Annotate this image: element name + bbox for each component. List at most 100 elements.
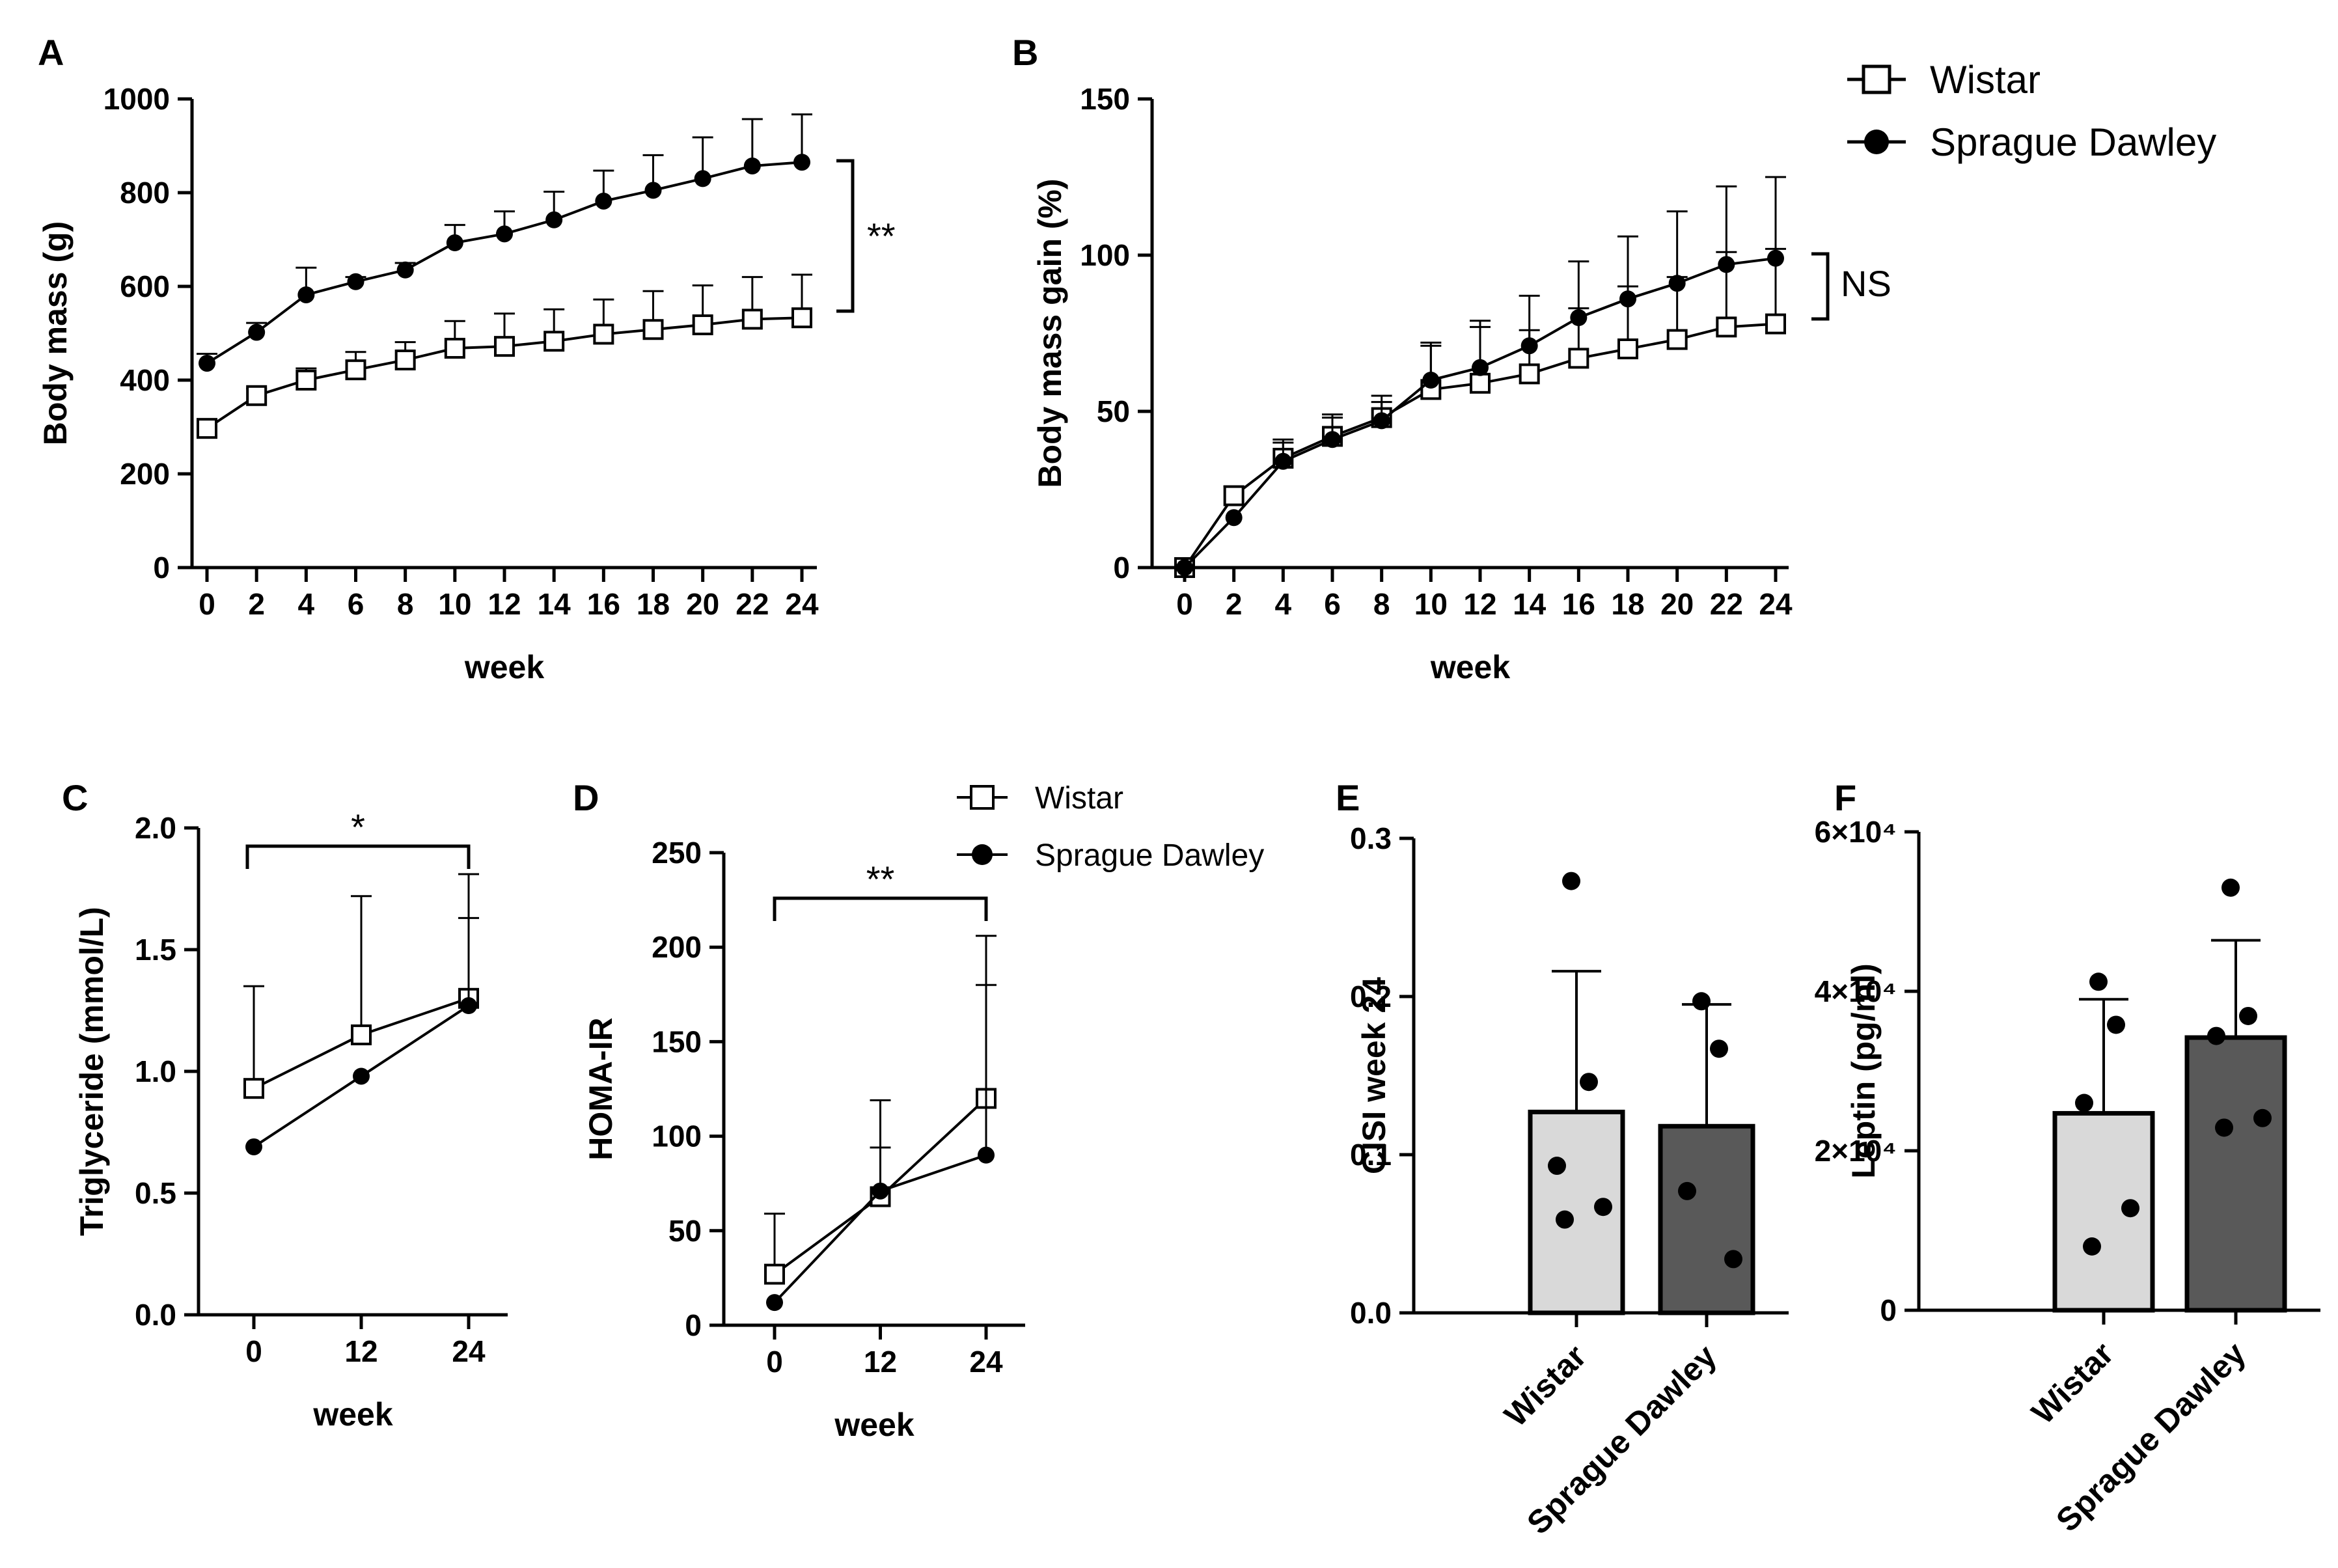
- legend-main-wistar-marker: [1862, 64, 1891, 94]
- chart-d-y-tick-label: 200: [652, 930, 702, 964]
- chart-e-bar-0-point: [1562, 872, 1580, 890]
- chart-c-x-tick-label: 12: [344, 1334, 378, 1368]
- chart-e-bar-1-point: [1724, 1250, 1742, 1269]
- panel-letter-a: A: [38, 32, 64, 73]
- panel-letter-e: E: [1336, 777, 1360, 818]
- chart-b-x-tick-label: 4: [1275, 587, 1292, 621]
- chart-a-y-tick-label: 400: [120, 363, 170, 397]
- chart-e-y-tick-label: 0.3: [1350, 821, 1392, 855]
- chart-f-bar-1-point: [2207, 1026, 2225, 1045]
- legend-small-sd-label: Sprague Dawley: [1035, 838, 1264, 873]
- chart-b-series-0-point: [1223, 485, 1245, 506]
- chart-a-series-0-point: [296, 370, 317, 391]
- chart-b-x-tick-label: 0: [1176, 587, 1193, 621]
- chart-a-x-tick-label: 14: [538, 587, 571, 621]
- chart-e-bar-0-point: [1556, 1210, 1574, 1229]
- chart-a-series-1-point: [644, 182, 662, 199]
- chart-a-x-tick-label: 24: [785, 587, 819, 621]
- chart-e-bar-1: [1658, 1123, 1755, 1315]
- chart-c-significance-label: *: [351, 806, 365, 847]
- chart-b-x-tick-label: 12: [1463, 587, 1496, 621]
- chart-d-significance-bracket: [773, 896, 988, 921]
- chart-b-significance-bracket: [1811, 252, 1830, 321]
- chart-a-x-tick-label: 22: [736, 587, 769, 621]
- chart-b-x-tick-label: 8: [1373, 587, 1390, 621]
- chart-b-y-tick-label: 50: [1097, 394, 1130, 428]
- legend-main-sd-label: Sprague Dawley: [1930, 120, 2216, 164]
- chart-a-series-1-point: [595, 192, 612, 210]
- chart-c-y-tick-label: 1.0: [135, 1054, 176, 1088]
- chart-b-significance-label: NS: [1841, 263, 1891, 304]
- chart-b-x-tick-label: 16: [1562, 587, 1595, 621]
- chart-a-y-tick-label: 1000: [103, 82, 170, 116]
- chart-a-x-tick-label: 6: [348, 587, 364, 621]
- chart-e-bar-0-point: [1594, 1198, 1612, 1217]
- chart-b-x-tick-label: 22: [1710, 587, 1743, 621]
- chart-a-series-0-point: [494, 336, 515, 357]
- chart-a-series-0-point: [394, 350, 416, 371]
- chart-f-bar-0-point: [2083, 1237, 2101, 1256]
- chart-b-series-0-point: [1666, 329, 1688, 350]
- chart-d-x-tick-label: 12: [864, 1345, 897, 1379]
- chart-b-x-tick-label: 14: [1513, 587, 1547, 621]
- chart-a-x-tick-label: 0: [199, 587, 215, 621]
- chart-e-bar-0-point: [1548, 1157, 1566, 1176]
- chart-b-x-tick-label: 20: [1660, 587, 1694, 621]
- chart-a-series-1-point: [446, 234, 463, 252]
- chart-c-triglyceride: 0.0 0.5 1.0 1.5 2.0 0 12 24 week Triglyceride (mm…: [74, 806, 508, 1433]
- chart-a-x-tick-label: 18: [637, 587, 670, 621]
- chart-a-series-1-point: [248, 323, 266, 341]
- chart-a-x-axis-title: week: [464, 649, 545, 685]
- chart-b-series-0-point: [1568, 348, 1589, 369]
- chart-a-series-0-point: [197, 418, 217, 439]
- panel-letter-f: F: [1834, 777, 1856, 818]
- chart-a-y-axis-title: Body mass (g): [37, 221, 74, 446]
- chart-a-series-1-point: [496, 225, 513, 243]
- chart-d-x-axis-title: week: [834, 1407, 915, 1443]
- chart-c-series-0-point: [351, 1024, 372, 1045]
- chart-f-y-tick-label: 4×10⁴: [1815, 974, 1897, 1008]
- chart-a-y-tick-label: 600: [120, 269, 170, 303]
- legend-small-wistar-marker: [970, 785, 995, 810]
- chart-a-series-0-point: [642, 319, 664, 340]
- chart-b-series-1-point: [1373, 412, 1390, 430]
- chart-a-series-1-point: [545, 211, 563, 228]
- chart-f-y-tick-label: 0: [1880, 1293, 1897, 1327]
- chart-a-y-tick-label: 800: [120, 176, 170, 210]
- chart-f-bar-1-point: [2253, 1108, 2272, 1127]
- chart-e-y-axis-title: CISI week 24: [1356, 977, 1392, 1174]
- chart-a-x-tick-label: 20: [686, 587, 719, 621]
- chart-b-x-tick-label: 24: [1759, 587, 1793, 621]
- chart-c-x-axis-title: week: [312, 1396, 393, 1433]
- chart-d-y-tick-label: 0: [685, 1308, 702, 1342]
- chart-f-y-axis-title: Leptin (pg/ml): [1845, 963, 1882, 1179]
- chart-b-x-tick-label: 10: [1414, 587, 1448, 621]
- chart-a-series-0-point: [345, 359, 366, 381]
- chart-c-y-axis-title: Triglyceride (mmol/L): [74, 907, 110, 1236]
- legend-small-wistar-label: Wistar: [1035, 781, 1123, 816]
- chart-a-series-1-point: [347, 273, 364, 290]
- chart-e-bar-1-point: [1692, 992, 1711, 1011]
- chart-d-x-tick-label: 24: [969, 1345, 1003, 1379]
- chart-a-series-0-point: [444, 338, 465, 359]
- chart-b-y-tick-label: 0: [1113, 551, 1130, 585]
- chart-a-series-1-point: [396, 261, 414, 279]
- chart-a-series-1-point: [793, 154, 810, 171]
- chart-a-x-tick-label: 10: [438, 587, 471, 621]
- chart-d-significance-label: **: [866, 859, 895, 900]
- chart-d-series-1-point: [978, 1146, 995, 1164]
- chart-a-series-0-point: [692, 314, 713, 336]
- chart-b-series-1-point: [1619, 290, 1636, 308]
- chart-a-x-tick-label: 12: [488, 587, 521, 621]
- chart-d-series-0-point: [764, 1263, 785, 1285]
- chart-b-series-0-point: [1470, 372, 1491, 394]
- chart-d-y-axis-title: HOMA-IR: [583, 1017, 619, 1160]
- chart-b-series-1-point: [1520, 337, 1538, 355]
- chart-c-y-tick-label: 1.5: [135, 933, 176, 967]
- chart-a-significance-bracket: [836, 159, 855, 313]
- chart-d-y-tick-label: 100: [652, 1120, 702, 1153]
- chart-b-y-tick-label: 100: [1080, 238, 1130, 272]
- chart-c-y-tick-label: 2.0: [135, 811, 176, 845]
- chart-f-bar-1-point: [2221, 878, 2240, 897]
